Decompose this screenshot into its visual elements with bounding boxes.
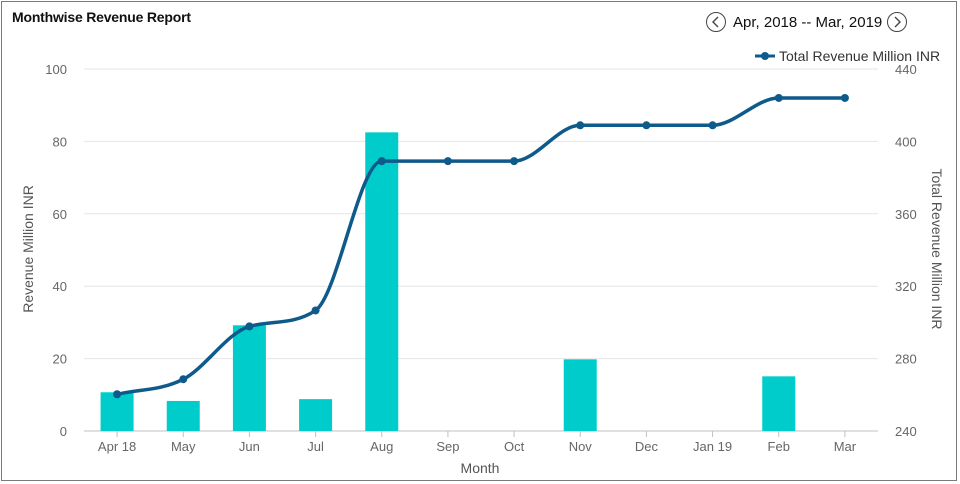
x-tick-label: Aug [370, 439, 393, 454]
x-tick-label: Sep [436, 439, 459, 454]
legend[interactable]: Total Revenue Million INR [755, 48, 940, 64]
total-revenue-point[interactable] [510, 157, 519, 166]
revenue-bar[interactable] [563, 359, 597, 431]
next-period-button[interactable] [887, 12, 908, 32]
y-tick-label: 80 [53, 134, 67, 149]
y-tick-label: 0 [60, 424, 67, 439]
total-revenue-point[interactable] [377, 157, 386, 166]
y-tick-label: 40 [53, 279, 67, 294]
y2-tick-label: 280 [895, 352, 917, 367]
revenue-bar[interactable] [232, 325, 266, 431]
revenue-bar[interactable] [762, 376, 796, 431]
y2-tick-label: 440 [895, 62, 917, 77]
right-axis-ticks: 240 280 320 360 400 440 [895, 62, 917, 439]
y-axis-title: Revenue Million INR [20, 185, 36, 313]
total-revenue-point[interactable] [113, 390, 122, 399]
x-tick-label: Jul [307, 439, 324, 454]
chevron-right-icon [894, 16, 902, 28]
revenue-bar[interactable] [100, 392, 134, 431]
gridlines [84, 68, 878, 432]
x-tick-label: Apr 18 [98, 439, 136, 454]
y-tick-label: 100 [45, 62, 67, 77]
x-tick-label: Dec [635, 439, 659, 454]
x-axis-title: Month [461, 460, 500, 476]
bar-series [100, 132, 796, 431]
x-tick-label: Jun [239, 439, 260, 454]
total-revenue-line [116, 96, 845, 396]
total-revenue-point[interactable] [840, 93, 849, 102]
total-revenue-point[interactable] [774, 93, 783, 102]
x-tick-label: Oct [504, 439, 525, 454]
legend-dot-marker [761, 52, 769, 60]
legend-label: Total Revenue Million INR [779, 48, 940, 64]
revenue-bar[interactable] [365, 132, 399, 431]
total-revenue-point[interactable] [642, 121, 651, 130]
revenue-bar[interactable] [166, 400, 200, 431]
date-range-label: Apr, 2018 -- Mar, 2019 [733, 13, 883, 31]
line-series [113, 93, 849, 399]
total-revenue-point[interactable] [245, 322, 254, 331]
y-tick-label: 60 [53, 207, 67, 222]
chevron-left-icon [712, 16, 719, 28]
x-tick-label: Mar [834, 439, 857, 454]
total-revenue-point[interactable] [179, 375, 188, 384]
revenue-bar[interactable] [299, 399, 333, 431]
total-revenue-point[interactable] [443, 157, 452, 166]
total-revenue-point[interactable] [311, 306, 320, 315]
y2-tick-label: 360 [895, 207, 917, 222]
x-tick-label: Feb [768, 439, 790, 454]
y2-axis-title: Total Revenue Million INR [929, 168, 945, 329]
y2-tick-label: 400 [895, 134, 917, 149]
total-revenue-point[interactable] [576, 121, 585, 130]
y2-tick-label: 240 [895, 424, 917, 439]
y-tick-label: 20 [53, 352, 67, 367]
total-revenue-point[interactable] [708, 121, 717, 130]
x-tick-label: Nov [569, 439, 593, 454]
date-range-selector: Apr, 2018 -- Mar, 2019 [706, 10, 908, 34]
x-tick-label: May [171, 439, 196, 454]
x-axis-ticks: Apr 18 May Jun Jul Aug Sep Oct Nov Dec Jan 19 Feb M… [98, 431, 857, 454]
report-title: Monthwise Revenue Report [12, 9, 191, 25]
previous-period-button[interactable] [706, 12, 726, 32]
y2-tick-label: 320 [895, 279, 917, 294]
x-tick-label: Jan 19 [693, 439, 732, 454]
left-axis-ticks: 0 20 40 60 80 100 [45, 62, 67, 439]
